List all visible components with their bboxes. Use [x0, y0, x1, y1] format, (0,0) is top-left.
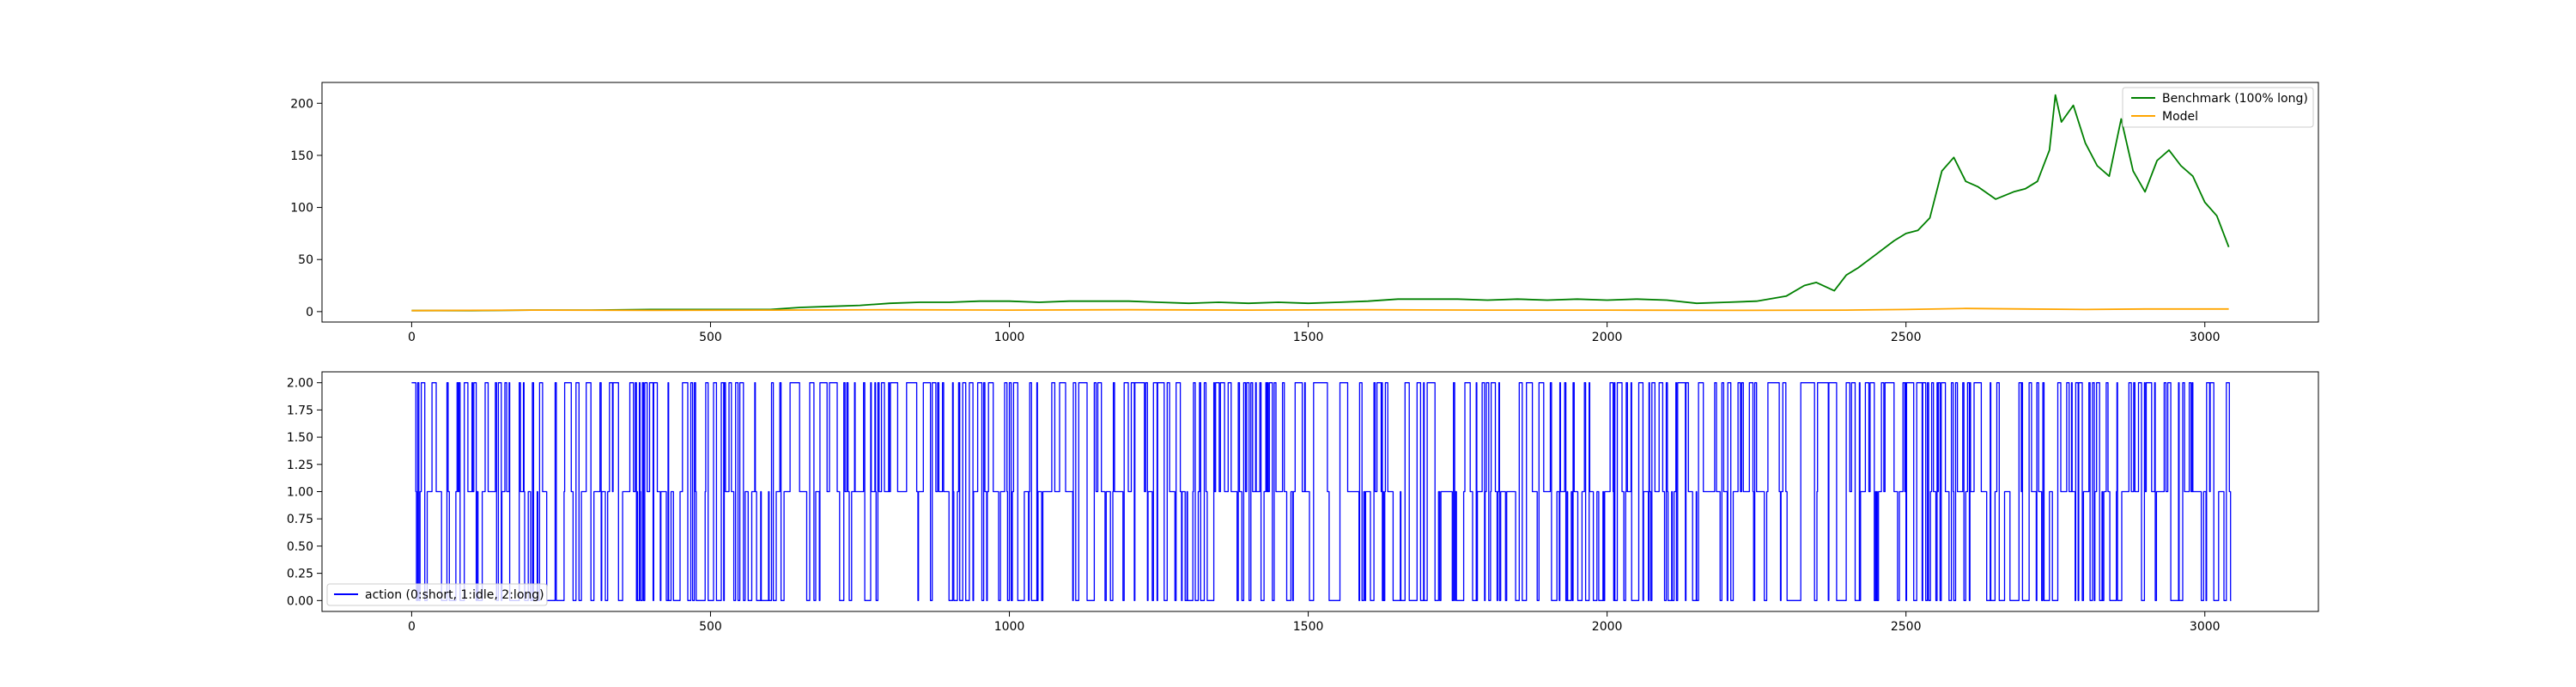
series-line-model [411, 307, 2229, 312]
action-chart-series [411, 382, 2232, 601]
price-chart-x-axis: 0 500 1000 1500 2000 2500 3000 [408, 322, 2221, 344]
x-tick-label: 1500 [1293, 331, 1324, 344]
x-tick-label: 1500 [1293, 620, 1324, 634]
y-tick-label: 2.00 [287, 377, 313, 391]
y-tick-label: 0 [306, 306, 313, 319]
price-chart-series [411, 94, 2230, 312]
y-tick-label: 100 [290, 202, 313, 216]
legend-label-benchmark: Benchmark (100% long) [2162, 92, 2308, 106]
y-tick-label: 0.50 [287, 540, 313, 554]
x-tick-label: 2500 [1891, 331, 1922, 344]
y-tick-label: 0.25 [287, 568, 313, 581]
y-tick-label: 1.50 [287, 431, 313, 445]
y-tick-label: 50 [298, 253, 313, 267]
x-tick-label: 3000 [2190, 331, 2221, 344]
price-chart-frame [321, 82, 2319, 323]
y-tick-label: 1.00 [287, 486, 313, 500]
legend-label-action: action (0:short, 1:idle, 2:long) [365, 588, 544, 602]
action-chart-y-axis: 0.00 0.25 0.50 0.75 1.00 1.25 1.50 1.75 2.00 [287, 377, 322, 608]
y-tick-label: 0.75 [287, 513, 313, 526]
action-chart-x-axis: 0 500 1000 1500 2000 2500 3000 [408, 611, 2221, 634]
x-tick-label: 500 [699, 331, 722, 344]
action-chart: 0 500 1000 1500 2000 2500 3000 0.00 0.25 0.50 0.7… [287, 371, 2319, 634]
price-chart-legend: Benchmark (100% long) Model [2122, 87, 2314, 128]
x-tick-label: 0 [408, 331, 416, 344]
x-tick-label: 500 [699, 620, 722, 634]
price-chart: 0 500 1000 1500 2000 2500 3000 0 50 100 150 200 Be… [290, 82, 2319, 344]
series-line-action-0-short-1-idle-2-long [411, 382, 2232, 601]
y-tick-label: 1.75 [287, 404, 313, 417]
legend-box [326, 583, 548, 606]
series-line-benchmark-100-long [411, 94, 2230, 312]
y-tick-label: 1.25 [287, 459, 313, 472]
x-tick-label: 2500 [1891, 620, 1922, 634]
x-tick-label: 1000 [994, 620, 1025, 634]
action-chart-legend: action (0:short, 1:idle, 2:long) [326, 583, 548, 606]
legend-label-model: Model [2162, 110, 2198, 124]
x-tick-label: 0 [408, 620, 416, 634]
y-tick-label: 0.00 [287, 594, 313, 608]
y-tick-label: 200 [290, 97, 313, 111]
price-chart-y-axis: 0 50 100 150 200 [290, 97, 322, 319]
x-tick-label: 2000 [1592, 331, 1623, 344]
x-tick-label: 1000 [994, 331, 1025, 344]
legend-box [2122, 87, 2314, 128]
x-tick-label: 3000 [2190, 620, 2221, 634]
y-tick-label: 150 [290, 149, 313, 163]
x-tick-label: 2000 [1592, 620, 1623, 634]
